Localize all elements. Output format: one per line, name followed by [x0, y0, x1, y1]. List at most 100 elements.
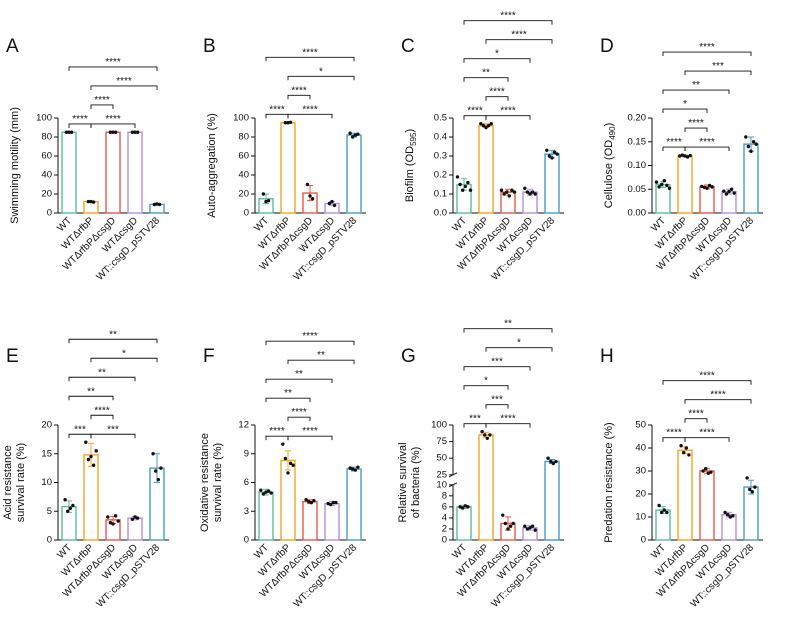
data-point — [152, 202, 157, 207]
bar — [478, 434, 494, 541]
data-point — [678, 154, 682, 158]
data-point — [86, 199, 91, 204]
y-tick-label: 0.5 — [434, 113, 447, 124]
bracket — [90, 104, 114, 109]
data-point — [749, 149, 753, 153]
data-point — [679, 444, 683, 448]
significance-label: **** — [688, 409, 704, 420]
y-axis-label: survival rate (%) — [15, 443, 27, 522]
data-point — [155, 202, 159, 206]
data-point — [458, 182, 462, 187]
data-point — [304, 498, 308, 502]
significance-label: ** — [87, 386, 95, 397]
y-axis-label: of bacteria (%) — [410, 447, 422, 519]
data-point — [728, 515, 732, 519]
data-point — [484, 125, 488, 130]
panel-letter: C — [401, 36, 415, 57]
data-point — [657, 503, 661, 508]
data-point — [91, 200, 96, 204]
y-tick-label: 40 — [635, 443, 646, 454]
data-point — [66, 509, 70, 513]
significance-label: **** — [94, 95, 110, 106]
significance-label: *** — [74, 424, 86, 435]
significance-label: **** — [269, 426, 285, 437]
significance-label: ** — [295, 369, 303, 380]
data-point — [505, 190, 509, 194]
data-point — [286, 121, 290, 125]
data-point — [479, 122, 483, 126]
bracket — [265, 397, 311, 403]
bracket — [90, 357, 158, 363]
significance-label: * — [495, 49, 499, 60]
y-tick-label: 0.00 — [628, 208, 647, 219]
significance-label: **** — [500, 414, 516, 425]
significance-label: ** — [692, 80, 700, 91]
data-point — [665, 183, 669, 188]
data-point — [108, 521, 113, 525]
y-axis-label-part: Biofilm (OD — [404, 146, 416, 202]
error-bar — [154, 453, 160, 483]
significance-label: * — [319, 66, 323, 77]
y-axis-label-part: Cellulose (OD — [603, 140, 615, 209]
data-point — [665, 510, 669, 515]
data-point — [552, 150, 557, 154]
bar — [105, 131, 121, 214]
y-tick-label: 0.05 — [628, 184, 647, 195]
bracket — [485, 115, 531, 120]
data-point — [156, 477, 160, 482]
data-point — [662, 508, 666, 512]
bracket — [684, 127, 708, 133]
data-point — [329, 502, 333, 507]
bar — [478, 124, 494, 214]
y-tick-label: 60 — [238, 151, 249, 162]
data-point — [511, 521, 515, 526]
bar — [699, 470, 715, 541]
data-point — [331, 500, 335, 505]
bracket — [684, 437, 730, 442]
y-axis-label-part: ) — [404, 129, 416, 133]
panel-letter: D — [600, 36, 614, 57]
data-point — [488, 433, 492, 437]
data-point — [348, 131, 352, 135]
significance-label: **** — [699, 42, 715, 53]
significance-label: ** — [284, 388, 292, 399]
data-point — [307, 499, 311, 504]
data-point — [554, 459, 558, 464]
y-tick-label: 0.4 — [434, 132, 447, 143]
data-point — [704, 467, 708, 471]
data-point — [551, 461, 555, 466]
data-point — [684, 446, 688, 450]
significance-label: ** — [317, 350, 325, 361]
y-tick-label: 5 — [47, 506, 52, 517]
data-point — [545, 148, 549, 152]
bar — [743, 486, 759, 541]
y-tick-label: 60 — [41, 151, 52, 162]
data-point — [466, 505, 470, 509]
y-tick-label: 10 — [436, 479, 447, 490]
data-point — [84, 440, 88, 444]
y-tick-label: 6 — [244, 477, 249, 488]
bracket — [68, 338, 158, 344]
y-tick-label: 3 — [244, 506, 249, 517]
bar — [83, 454, 99, 541]
y-tick-label: 25 — [436, 469, 447, 480]
bracket — [463, 385, 509, 390]
data-point — [269, 491, 273, 495]
data-point — [501, 513, 505, 517]
significance-label: **** — [666, 137, 682, 148]
panel-letter: H — [600, 346, 614, 367]
data-point — [654, 180, 659, 184]
data-point — [91, 463, 96, 467]
y-axis-label-sub: 595 — [409, 132, 418, 146]
significance-label: **** — [302, 47, 318, 58]
bar — [83, 200, 99, 214]
y-axis-label-part: ) — [603, 123, 615, 127]
bar — [258, 491, 274, 541]
bracket — [662, 108, 708, 114]
y-tick-label: 0.15 — [628, 136, 647, 147]
data-point — [327, 201, 332, 206]
y-tick-label: 4 — [442, 512, 447, 523]
data-point — [528, 526, 532, 530]
bar — [149, 203, 165, 214]
significance-label: **** — [302, 104, 318, 115]
